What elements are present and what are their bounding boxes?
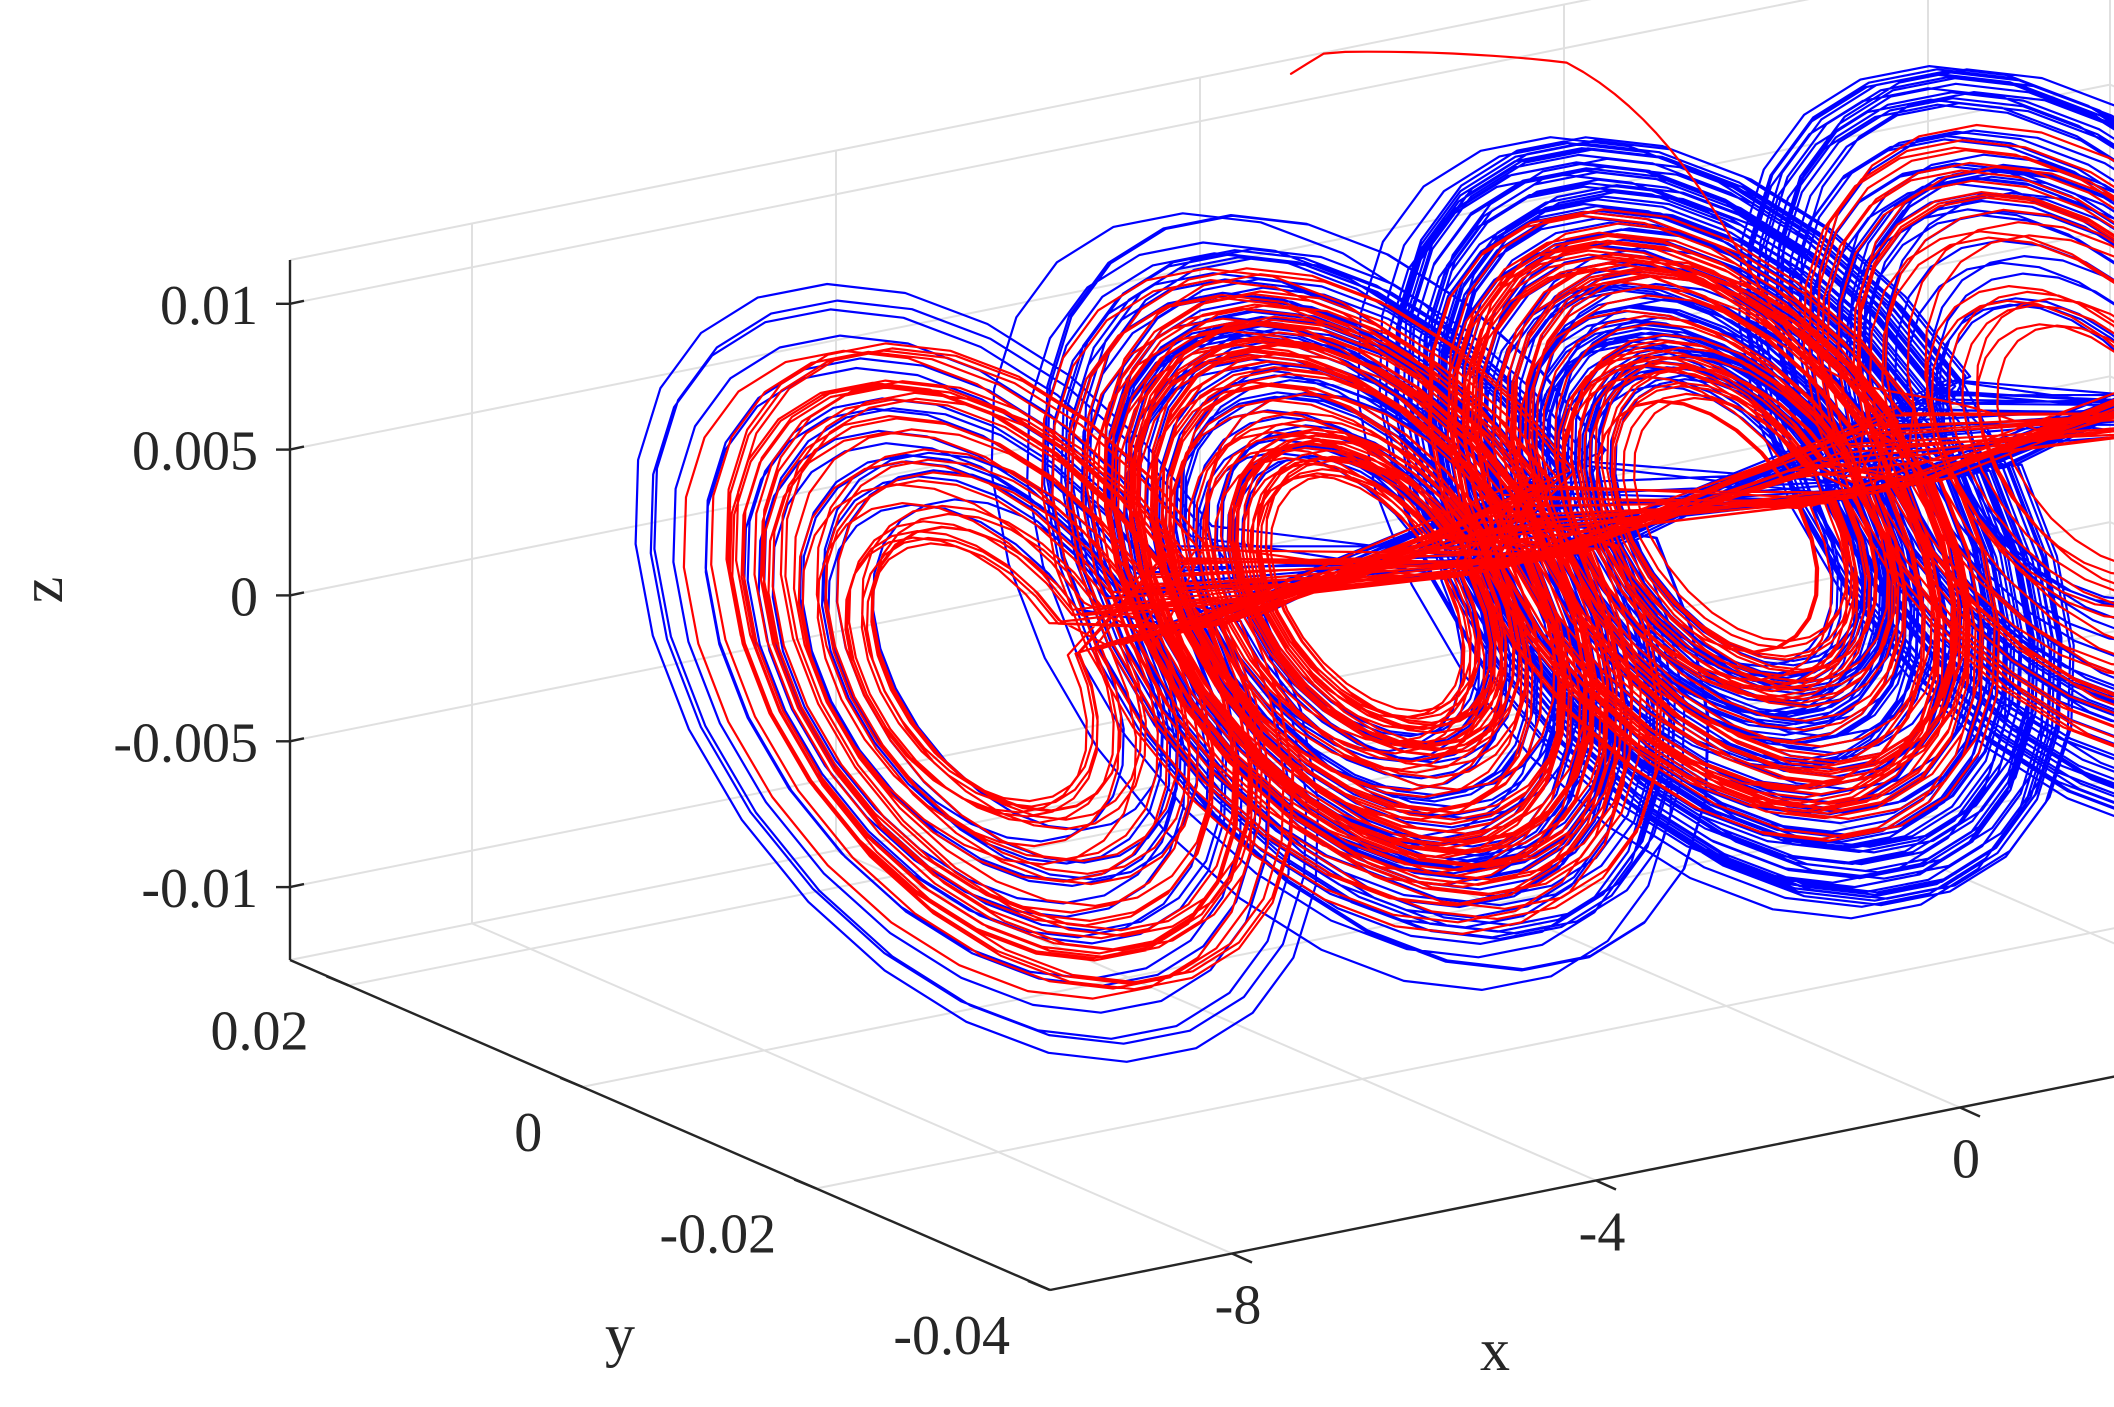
z-axis-label: z <box>9 577 75 604</box>
grid-line <box>471 922 1233 1255</box>
z-tick <box>289 591 305 597</box>
grid-line <box>816 927 2114 1190</box>
y-tick-label: -0.04 <box>893 1305 1010 1367</box>
y-tick <box>793 1178 817 1190</box>
x-tick <box>1959 1106 1981 1118</box>
y-tick <box>1027 1279 1051 1292</box>
z-tick <box>289 737 305 743</box>
y-tick <box>559 1076 583 1089</box>
z-tick <box>289 445 305 451</box>
red-trajectory-series <box>682 50 2114 1000</box>
z-tick-label: 0.005 <box>132 421 258 483</box>
box-edge <box>289 0 1592 261</box>
y-tick <box>326 975 349 987</box>
grid-line <box>289 0 1810 305</box>
z-tick-label: 0.01 <box>160 275 258 337</box>
z-tick-label: -0.01 <box>141 858 258 920</box>
x-tick-label: -8 <box>1215 1275 1262 1337</box>
y-tick-label: -0.02 <box>660 1204 777 1266</box>
z-tick <box>289 882 305 889</box>
z-tick-label: -0.005 <box>113 712 258 774</box>
y-axis-line <box>289 958 1051 1292</box>
y-tick-label: 0 <box>514 1102 542 1164</box>
x-tick-label: -4 <box>1579 1202 1626 1264</box>
y-tick-label: 0.02 <box>211 1000 309 1062</box>
trajectories <box>634 50 2114 1063</box>
x-tick-label: 0 <box>1952 1129 1980 1191</box>
z-tick-label: 0 <box>230 566 258 628</box>
y-axis-label: y <box>605 1302 635 1368</box>
x-tick <box>1231 1252 1253 1264</box>
x-tick <box>1595 1179 1617 1191</box>
x-axis-label: x <box>1480 1317 1510 1383</box>
z-tick <box>289 299 305 305</box>
grid-line <box>289 83 2111 451</box>
box-edge <box>2109 594 2114 598</box>
axis-labels: x y z <box>9 577 1510 1383</box>
axes: 0.01 0.005 0 -0.005 -0.01 0.02 0 -0.02 -0.04 -8 -4… <box>113 260 2114 1367</box>
